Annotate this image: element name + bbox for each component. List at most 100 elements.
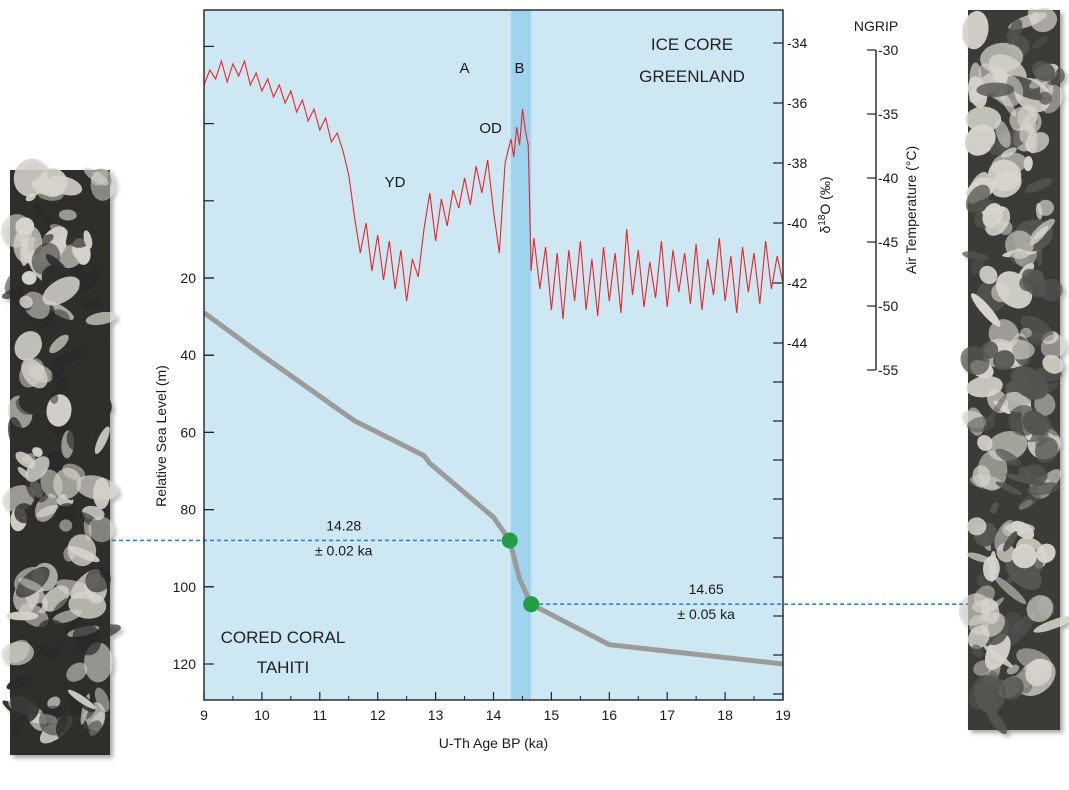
- core-texture-blob: [979, 265, 998, 285]
- core-texture-blob: [1042, 354, 1064, 374]
- core-texture-blob: [54, 378, 69, 394]
- core-texture-blob: [1025, 658, 1052, 687]
- coral-label-line-2: TAHITI: [257, 658, 310, 677]
- core-texture-blob: [965, 184, 991, 213]
- temperature-tick-label: -40: [878, 170, 898, 186]
- core-texture-blob: [973, 660, 993, 676]
- d18o-tick-label: -36: [787, 95, 807, 111]
- core-texture-blob: [976, 82, 1015, 97]
- x-tick-label: 11: [313, 707, 328, 723]
- sea-level-tick-label: 40: [180, 347, 196, 363]
- core-texture-blob: [66, 662, 88, 682]
- core-texture-blob: [1020, 315, 1054, 342]
- core-texture-blob: [56, 579, 96, 600]
- core-texture-blob: [1018, 493, 1041, 509]
- coral-label-line-1: CORED CORAL: [221, 628, 346, 647]
- temperature-tick-label: -45: [878, 234, 898, 250]
- core-texture-blob: [1005, 230, 1034, 260]
- core-texture-blob: [983, 645, 1013, 668]
- core-texture-blob: [85, 311, 117, 326]
- x-axis-title: U-Th Age BP (ka): [439, 735, 548, 751]
- d18o-tick-label: -34: [787, 35, 807, 51]
- temperature-tick-label: -30: [878, 42, 898, 58]
- core-texture-blob: [1031, 61, 1056, 82]
- core-texture-blob: [72, 622, 102, 656]
- core-texture-blob: [986, 393, 1008, 424]
- core-texture-blob: [94, 687, 110, 713]
- temperature-axis-title: Air Temperature (°C): [903, 146, 919, 274]
- core-texture-blob: [42, 276, 81, 306]
- x-tick-label: 9: [200, 707, 208, 723]
- core-texture-blob: [1006, 19, 1023, 45]
- core-texture-blob: [1032, 35, 1049, 49]
- core-texture-blob: [83, 167, 109, 186]
- core-texture-blob: [1001, 147, 1017, 158]
- core-texture-blob: [1026, 595, 1054, 623]
- x-tick-label: 15: [544, 707, 560, 723]
- core-texture-blob: [1030, 218, 1055, 240]
- core-texture-blob: [1000, 676, 1024, 700]
- core-texture-blob: [1025, 568, 1041, 581]
- core-texture-blob: [1020, 327, 1032, 338]
- event-label: YD: [385, 174, 406, 191]
- sea-level-axis-title: Relative Sea Level (m): [153, 365, 169, 507]
- core-texture-blob: [91, 254, 107, 271]
- core-texture-blob: [47, 348, 86, 369]
- core-texture-blob: [1034, 437, 1059, 464]
- temperature-axis-header: NGRIP: [854, 18, 898, 34]
- core-texture-blob: [962, 10, 989, 50]
- core-texture-blob: [14, 331, 43, 361]
- core-texture-blob: [982, 203, 1003, 229]
- core-texture-blob: [995, 448, 1021, 466]
- core-texture-blob: [987, 159, 1022, 192]
- core-texture-blob: [58, 209, 77, 221]
- highlight-band: [510, 10, 532, 700]
- core-texture-blob: [962, 251, 989, 261]
- x-tick-label: 17: [659, 707, 675, 723]
- d18o-tick-label: -38: [787, 155, 807, 171]
- sea-level-tick-label: 20: [180, 270, 196, 286]
- core-texture-blob: [1022, 410, 1049, 436]
- temperature-tick-label: -55: [878, 362, 898, 378]
- core-texture-blob: [971, 644, 984, 659]
- core-texture-blob: [25, 456, 50, 482]
- core-texture-blob: [967, 517, 987, 536]
- core-texture-blob: [964, 124, 996, 156]
- core-texture-blob: [1027, 382, 1059, 400]
- event-label: B: [515, 60, 525, 77]
- d18o-series-line: [204, 59, 783, 320]
- core-texture-blob: [965, 106, 1002, 133]
- event-label: A: [460, 60, 470, 77]
- core-texture-blob: [73, 332, 107, 355]
- core-texture-blob: [977, 450, 1008, 491]
- core-texture-blob: [995, 119, 1011, 148]
- core-texture-blob: [994, 576, 1027, 605]
- core-texture-blob: [974, 675, 1006, 713]
- core-texture-blob: [67, 689, 96, 710]
- core-texture-blob: [1039, 278, 1063, 302]
- core-texture-blob: [49, 224, 69, 235]
- ice-core-label-line-2: GREENLAND: [639, 67, 745, 86]
- x-tick-label: 10: [254, 707, 270, 723]
- temperature-tick-label: -50: [878, 298, 898, 314]
- d18o-axis-ticks: -34 -36 -38 -40 -42 -44: [773, 35, 807, 695]
- core-texture-blob: [39, 705, 69, 736]
- temperature-tick-label: -35: [878, 106, 898, 122]
- core-texture-blob: [82, 297, 103, 310]
- core-texture-blob: [65, 215, 86, 246]
- core-texture-blob: [38, 677, 73, 685]
- core-texture-blob: [6, 611, 39, 621]
- core-texture-blob: [40, 469, 63, 498]
- core-texture-blob: [84, 720, 102, 740]
- core-texture-blob: [1006, 664, 1020, 675]
- core-texture-blob: [1033, 615, 1069, 633]
- core-texture-blob: [1038, 91, 1052, 105]
- core-texture-blob: [87, 393, 112, 420]
- core-texture-blob: [63, 545, 76, 562]
- core-texture-blob: [1018, 466, 1031, 480]
- core-texture-blob: [981, 341, 999, 359]
- core-texture-blob: [93, 477, 111, 510]
- d18o-tick-label: -42: [787, 275, 807, 291]
- event-labels: A B OD YD: [385, 60, 525, 191]
